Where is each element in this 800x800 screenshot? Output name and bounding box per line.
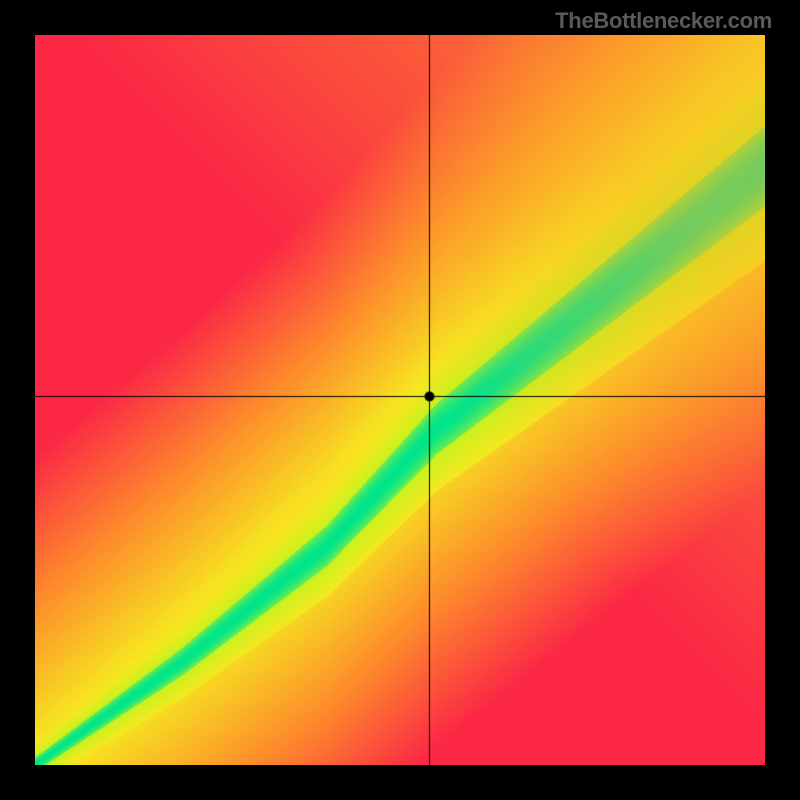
outer-frame: TheBottlenecker.com — [0, 0, 800, 800]
heatmap-canvas — [35, 35, 765, 765]
heatmap-plot — [35, 35, 765, 765]
watermark-text: TheBottlenecker.com — [555, 8, 772, 34]
